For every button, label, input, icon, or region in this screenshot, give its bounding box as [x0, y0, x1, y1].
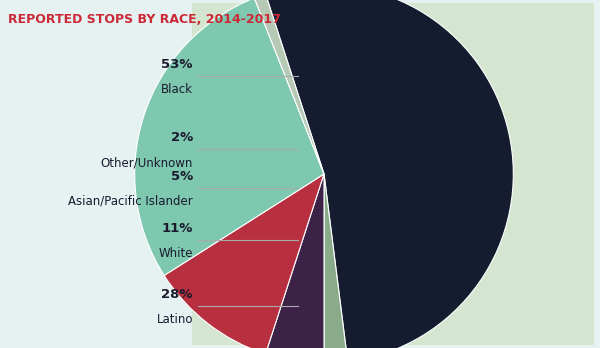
Text: 28%: 28% — [161, 288, 193, 301]
Wedge shape — [265, 174, 324, 348]
Text: Asian/Pacific Islander: Asian/Pacific Islander — [68, 195, 193, 208]
Text: REPORTED STOPS BY RACE, 2014-2017: REPORTED STOPS BY RACE, 2014-2017 — [8, 13, 281, 26]
Text: White: White — [158, 247, 193, 260]
Text: 53%: 53% — [161, 58, 193, 71]
Text: 5%: 5% — [171, 170, 193, 183]
Text: Other/Unknown: Other/Unknown — [101, 156, 193, 169]
Wedge shape — [265, 0, 514, 348]
Text: 11%: 11% — [161, 222, 193, 235]
Wedge shape — [324, 174, 348, 348]
Wedge shape — [164, 174, 324, 348]
Wedge shape — [254, 0, 324, 174]
Text: Black: Black — [161, 83, 193, 96]
Text: Latino: Latino — [157, 313, 193, 326]
Text: 2%: 2% — [171, 132, 193, 144]
Wedge shape — [134, 0, 324, 275]
